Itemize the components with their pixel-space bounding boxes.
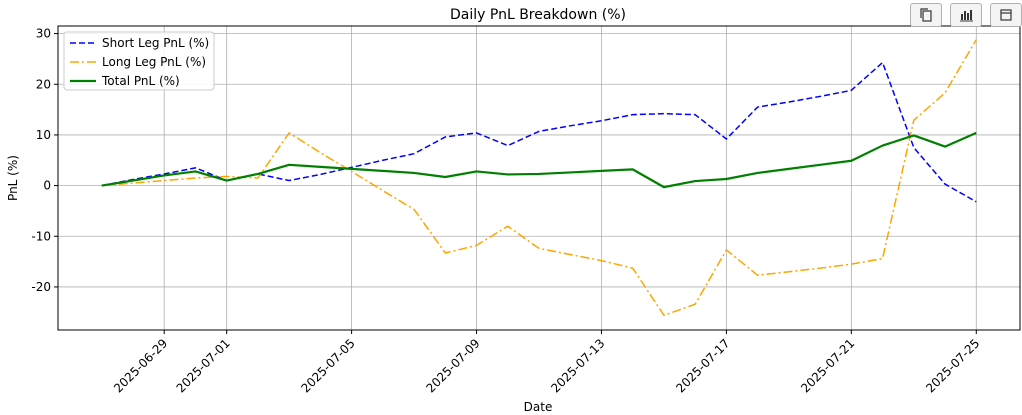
- x-axis: 2025-06-29 2025-07-01 2025-07-05 2025-07-09…: [111, 330, 982, 395]
- x-tick-label: 2025-06-29: [111, 336, 170, 395]
- series-line-0: [101, 61, 977, 203]
- y-tick-label: 10: [36, 128, 51, 142]
- x-tick-label: 2025-07-25: [923, 336, 982, 395]
- series-line-1: [101, 39, 977, 317]
- figure-toolbar: [910, 3, 1022, 27]
- legend-label: Total PnL (%): [101, 74, 180, 88]
- plot-frame: [57, 25, 1021, 331]
- chart-title: Daily PnL Breakdown (%): [450, 7, 626, 23]
- chart-button[interactable]: [950, 3, 982, 27]
- y-tick-label: 0: [43, 179, 51, 193]
- x-tick-label: 2025-07-21: [798, 336, 857, 395]
- x-tick-label: 2025-07-13: [548, 336, 607, 395]
- y-tick-label: -20: [31, 280, 51, 294]
- copy-icon: [920, 8, 932, 22]
- y-tick-label: 30: [36, 27, 51, 41]
- y-tick-label: -10: [31, 229, 51, 243]
- copy-button[interactable]: [910, 3, 942, 27]
- legend: Short Leg PnL (%) Long Leg PnL (%) Total P…: [63, 31, 215, 91]
- series-line-2: [101, 131, 977, 189]
- x-axis-label: Date: [524, 400, 553, 414]
- x-tick-label: 2025-07-05: [298, 336, 357, 395]
- legend-label: Long Leg PnL (%): [102, 55, 206, 69]
- x-tick-label: 2025-07-09: [423, 336, 482, 395]
- legend-box: [63, 31, 215, 91]
- grid: [58, 26, 1020, 330]
- y-axis: -20 -10 0 10 20 30: [31, 27, 58, 294]
- x-tick-label: 2025-07-17: [673, 336, 732, 395]
- x-tick-label: 2025-07-01: [174, 336, 233, 395]
- window-icon: [1000, 9, 1012, 21]
- y-tick-label: 20: [36, 77, 51, 91]
- bar-chart-icon: [960, 10, 973, 22]
- window-button[interactable]: [990, 3, 1022, 27]
- y-axis-label: PnL (%): [6, 155, 20, 201]
- legend-label: Short Leg PnL (%): [102, 36, 209, 50]
- series-layer: [101, 39, 977, 317]
